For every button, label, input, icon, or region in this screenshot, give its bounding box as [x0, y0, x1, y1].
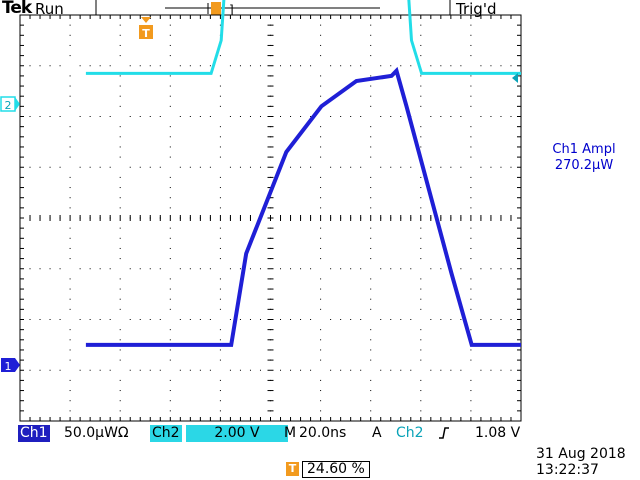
date-readout: 31 Aug 2018 [536, 446, 626, 462]
timebase-value[interactable]: 20.0ns [299, 425, 347, 441]
svg-text:2: 2 [5, 99, 12, 112]
trigger-marker-label: T [142, 27, 150, 40]
measurement-value: 270.2μW [554, 158, 614, 173]
acquisition-status: Run [35, 0, 64, 18]
timebase-label: M [284, 425, 297, 441]
trigger-source[interactable]: Ch2 [396, 425, 424, 441]
trigger-icon: T [286, 462, 299, 476]
svg-text:1: 1 [5, 360, 12, 373]
ch1-ground-marker: 1 [1, 358, 20, 373]
trigger-position-marker: T [139, 17, 153, 40]
ch1-trace [85, 66, 521, 347]
measurement-readout: Ch1 Ampl 270.2μW [528, 142, 640, 174]
measurement-label: Ch1 Ampl [552, 142, 616, 157]
trigger-status: Trig'd [456, 0, 497, 18]
time-readout: 13:22:37 [536, 462, 599, 478]
trigger-level-arrow-icon [512, 73, 518, 83]
trigger-level[interactable]: 1.08 V [475, 425, 521, 441]
ch1-scale[interactable]: 50.0μWΩ [64, 425, 129, 441]
ch2-trace [85, 0, 521, 75]
graticule [19, 14, 522, 422]
ch2-ground-marker: 2 [0, 96, 20, 112]
status-bar: Ch1 50.0μWΩ Ch2 2.00 V M 20.0ns A Ch2 1.… [18, 425, 528, 442]
trigger-position-value: 24.60 % [302, 460, 370, 478]
trigger-mode: A [372, 425, 382, 441]
record-indicator: ] [165, 2, 380, 17]
ch2-scale[interactable]: 2.00 V [186, 425, 288, 442]
ch1-label[interactable]: Ch1 [18, 425, 50, 442]
ch2-label[interactable]: Ch2 [150, 425, 182, 442]
svg-text:]: ] [229, 3, 234, 17]
trigger-position-readout: T 24.60 % [286, 460, 370, 478]
rising-edge-icon [437, 425, 451, 442]
brand-logo: Tek [2, 0, 32, 18]
